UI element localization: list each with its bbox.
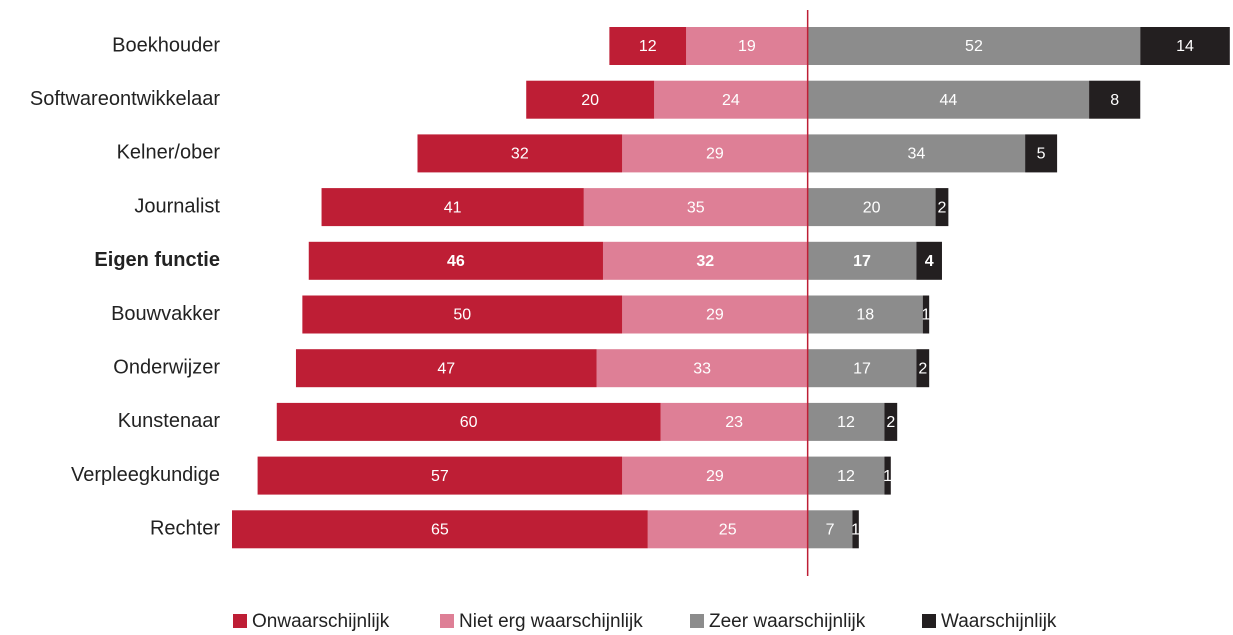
legend-label: Onwaarschijnlijk — [252, 611, 390, 632]
bar-segment — [602, 241, 808, 280]
category-label: Verpleegkundige — [71, 464, 220, 486]
legend-label: Zeer waarschijnlijk — [709, 611, 866, 632]
bar-segment — [526, 80, 655, 119]
value-label: 29 — [706, 468, 724, 485]
bar-segment — [807, 349, 917, 388]
bar-segment — [1089, 80, 1141, 119]
bar-segment — [609, 27, 687, 65]
bar-segment — [257, 456, 623, 495]
value-label: 12 — [639, 38, 657, 55]
bar-segment — [583, 188, 808, 227]
bar-segment — [807, 241, 917, 280]
bar-segment — [622, 134, 808, 173]
bar-segment — [1025, 134, 1058, 173]
value-label: 17 — [853, 253, 871, 270]
bar-segment — [807, 295, 923, 334]
value-label: 25 — [719, 522, 737, 539]
value-label: 24 — [722, 92, 740, 109]
value-label: 57 — [431, 468, 449, 485]
bar-segment — [807, 27, 1141, 65]
bar-segment — [308, 241, 603, 280]
bar-segment — [1140, 27, 1230, 65]
bar-segment — [916, 241, 942, 280]
value-label: 47 — [437, 360, 455, 377]
legend-swatch — [922, 614, 936, 628]
category-label: Boekhouder — [112, 34, 220, 56]
bar-segment — [807, 510, 853, 549]
bar-segment — [417, 134, 623, 173]
value-label: 12 — [837, 468, 855, 485]
value-label: 34 — [907, 146, 925, 163]
bar-segment — [660, 402, 808, 441]
value-label: 20 — [863, 199, 881, 216]
bar-segment — [916, 349, 930, 388]
bar-segment — [276, 402, 661, 441]
value-label: 8 — [1110, 92, 1119, 109]
bar-segment — [647, 510, 808, 549]
bar-segment — [852, 510, 859, 549]
category-label: Kunstenaar — [118, 410, 221, 432]
legend-label: Waarschijnlijk — [941, 611, 1057, 632]
value-label: 20 — [581, 92, 599, 109]
bar-segment — [807, 402, 885, 441]
value-label: 35 — [687, 199, 705, 216]
bar-segment — [922, 295, 930, 334]
value-label: 33 — [693, 360, 711, 377]
value-label: 12 — [837, 414, 855, 431]
bar-segment — [807, 456, 885, 495]
legend-swatch — [440, 614, 454, 628]
value-label: 32 — [511, 146, 529, 163]
bar-segment — [321, 188, 584, 227]
value-label: 29 — [706, 146, 724, 163]
value-label: 65 — [431, 522, 449, 539]
category-label: Journalist — [134, 195, 220, 217]
value-label: 1 — [922, 307, 931, 324]
value-label: 2 — [938, 199, 947, 216]
bar-segment — [807, 188, 936, 227]
bar-segment — [232, 510, 648, 549]
value-label: 4 — [925, 253, 934, 270]
legend-swatch — [233, 614, 247, 628]
value-label: 14 — [1176, 38, 1194, 55]
bar-segment — [807, 80, 1090, 119]
category-label: Kelner/ober — [117, 142, 221, 164]
value-label: 44 — [939, 92, 957, 109]
category-label: Bouwvakker — [111, 303, 220, 325]
bar-segment — [807, 134, 1026, 173]
category-label: Softwareontwikkelaar — [30, 88, 220, 110]
legend-swatch — [690, 614, 704, 628]
category-label: Onderwijzer — [113, 356, 220, 378]
bar-segment — [295, 349, 597, 388]
value-label: 2 — [918, 360, 927, 377]
value-label: 18 — [856, 307, 874, 324]
bar-segment — [686, 27, 808, 65]
category-label: Rechter — [150, 518, 220, 540]
value-label: 5 — [1037, 146, 1046, 163]
value-label: 41 — [444, 199, 462, 216]
bar-segment — [302, 295, 623, 334]
bar-segment — [622, 456, 808, 495]
value-label: 52 — [965, 38, 983, 55]
value-label: 2 — [886, 414, 895, 431]
value-label: 50 — [453, 307, 471, 324]
bar-segment — [884, 402, 898, 441]
value-label: 60 — [460, 414, 478, 431]
value-label: 23 — [725, 414, 743, 431]
value-label: 7 — [826, 522, 835, 539]
value-label: 46 — [447, 253, 465, 270]
value-label: 17 — [853, 360, 871, 377]
legend-label: Niet erg waarschijnlijk — [459, 611, 643, 632]
value-label: 29 — [706, 307, 724, 324]
value-label: 1 — [883, 468, 892, 485]
value-label: 19 — [738, 38, 756, 55]
value-label: 1 — [851, 522, 860, 539]
bar-segment — [935, 188, 949, 227]
bar-segment — [884, 456, 891, 495]
bar-segment — [596, 349, 808, 388]
bar-segment — [622, 295, 808, 334]
category-label: Eigen functie — [94, 249, 220, 271]
bar-segment — [654, 80, 808, 119]
value-label: 32 — [696, 253, 714, 270]
